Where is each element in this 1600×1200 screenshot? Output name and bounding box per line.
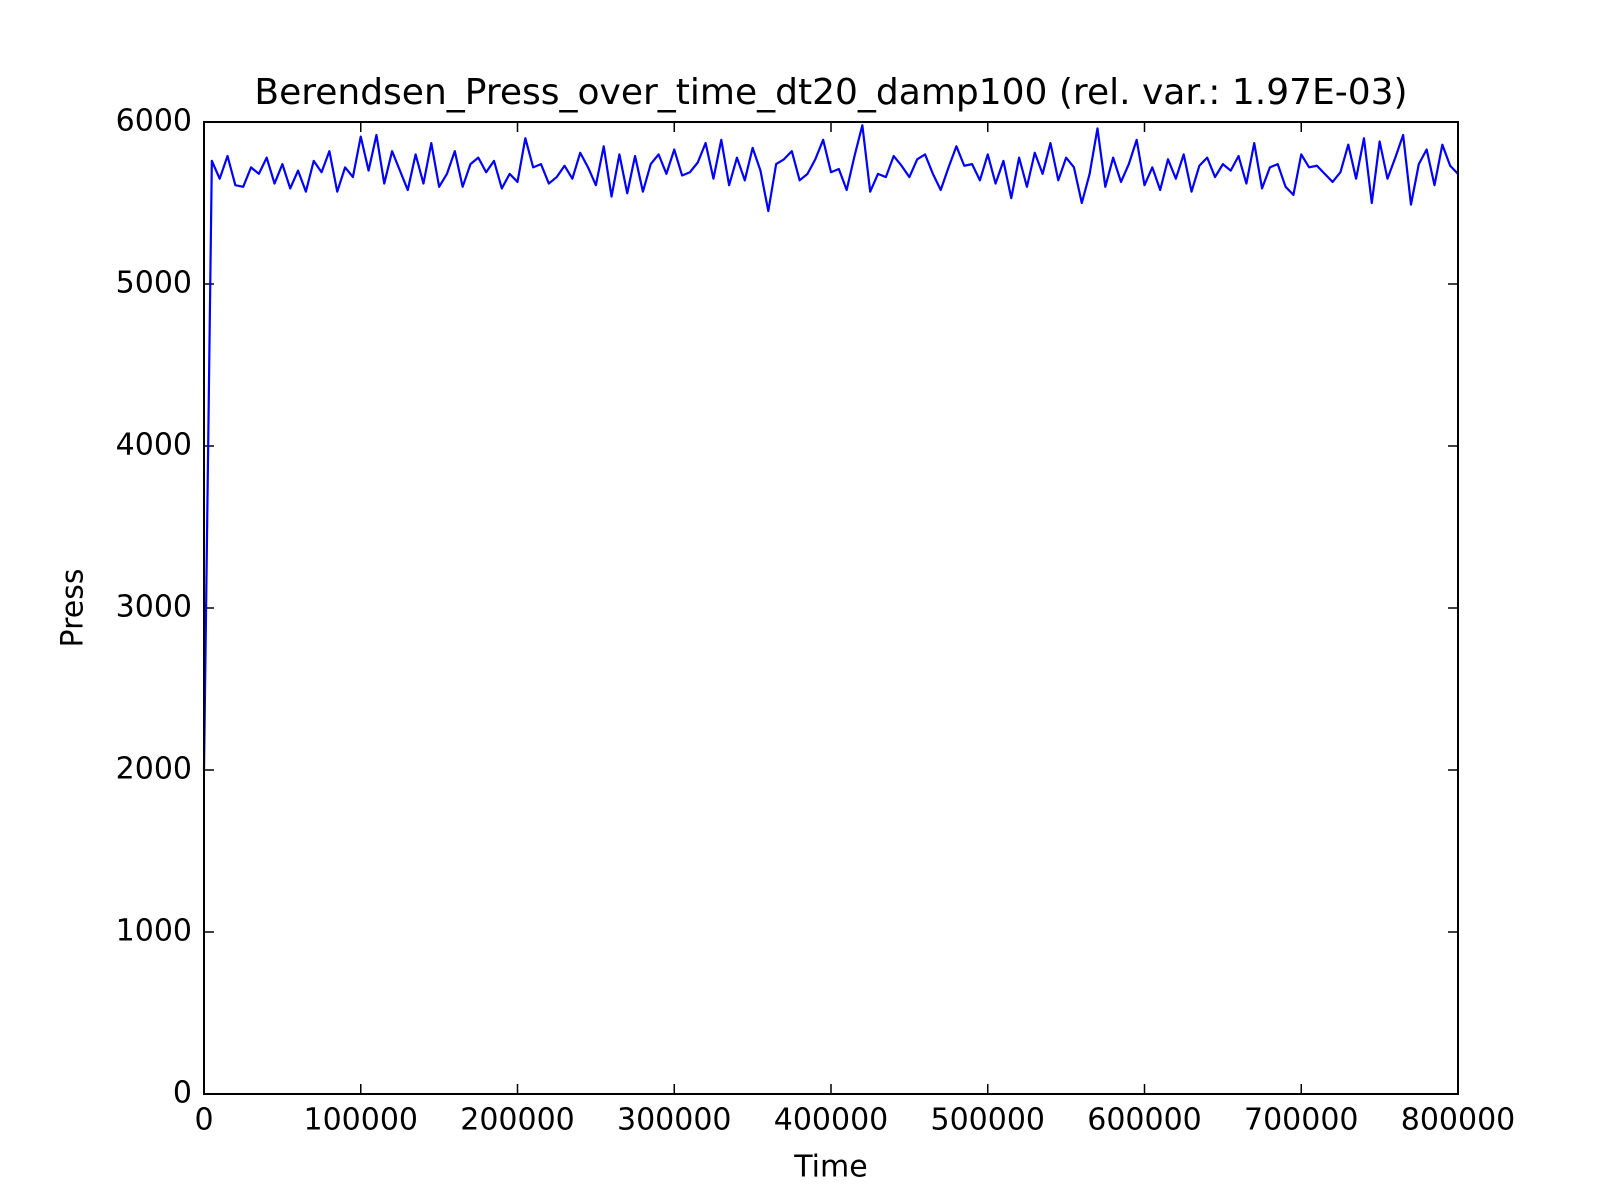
x-tick-label: 800000 <box>1401 1103 1516 1138</box>
x-tick-label: 600000 <box>1087 1103 1202 1138</box>
x-tick-label: 500000 <box>930 1103 1045 1138</box>
y-tick-label: 5000 <box>116 266 192 301</box>
x-axis-label: Time <box>793 1150 867 1185</box>
x-tick-label: 700000 <box>1244 1103 1359 1138</box>
x-tick-label: 100000 <box>303 1103 418 1138</box>
y-tick-label: 2000 <box>116 752 192 787</box>
y-tick-label: 4000 <box>116 428 192 463</box>
y-axis-label: Press <box>56 569 91 648</box>
x-tick-label: 0 <box>194 1103 213 1138</box>
x-tick-label: 300000 <box>617 1103 732 1138</box>
plot-frame <box>203 121 1459 1095</box>
y-tick-label: 0 <box>173 1076 192 1111</box>
x-tick-label: 400000 <box>774 1103 889 1138</box>
data-line <box>202 124 1459 771</box>
y-tick-label: 1000 <box>116 914 192 949</box>
chart-title: Berendsen_Press_over_time_dt20_damp100 (… <box>254 72 1407 113</box>
y-tick-label: 3000 <box>116 590 192 625</box>
y-tick-label: 6000 <box>116 104 192 139</box>
x-tick-label: 200000 <box>460 1103 575 1138</box>
